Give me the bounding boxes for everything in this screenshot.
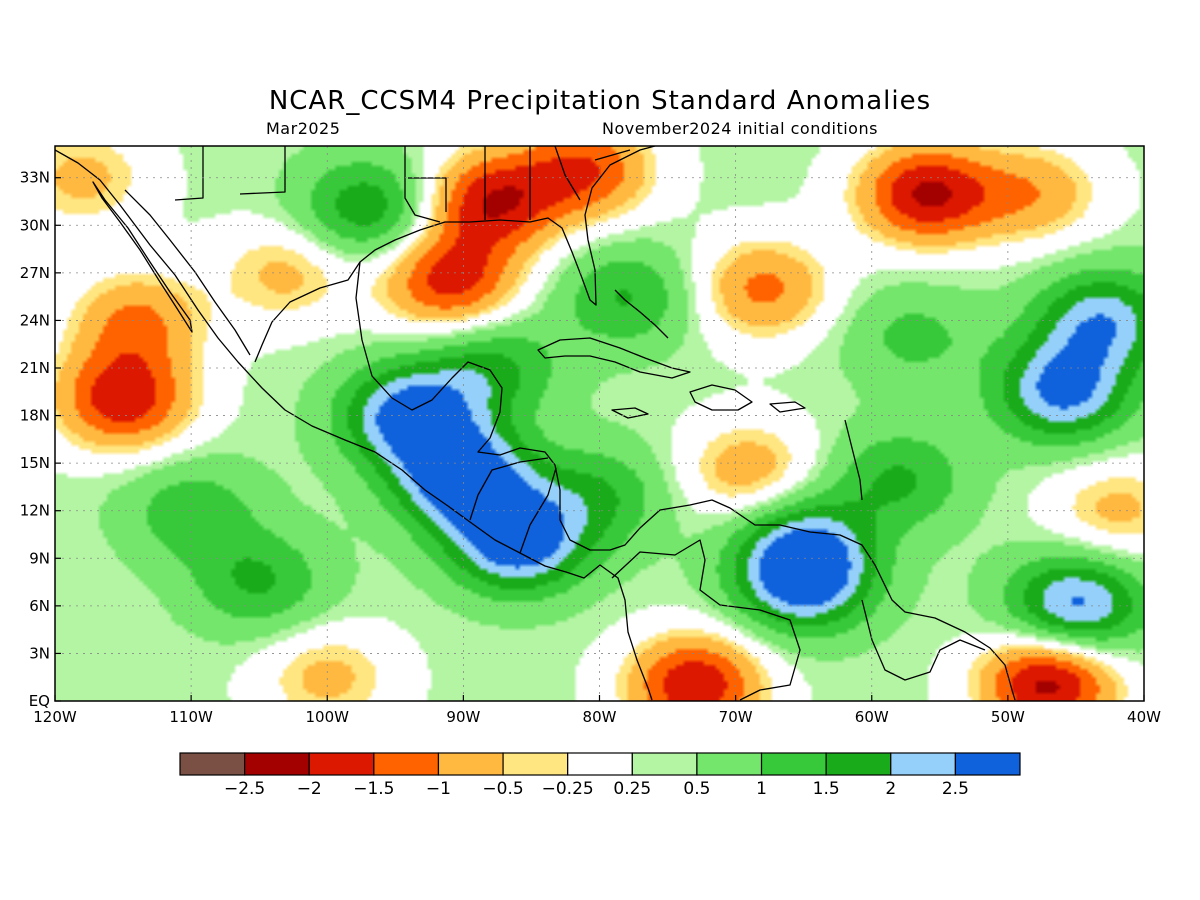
colorbar-label: −1.5	[353, 779, 394, 799]
graticule	[55, 146, 1144, 701]
colorbar-label: −1	[426, 779, 451, 799]
lon-tick-label: 90W	[446, 708, 480, 726]
colorbar-swatch	[825, 752, 892, 776]
colorbar-swatch	[179, 752, 246, 776]
colorbar-swatch	[437, 752, 504, 776]
lat-tick-label: 12N	[20, 502, 50, 520]
colorbar-swatch	[890, 752, 956, 776]
map-axes: 120W 110W 100W 90W 80W 70W 60W 50W 40W EQ 3N 6N 9N 12…	[20, 169, 1161, 726]
lon-tick-label: 80W	[583, 708, 617, 726]
colorbar-label: 1	[756, 779, 767, 799]
lat-tick-label: EQ	[29, 692, 50, 710]
colorbar-swatch	[760, 752, 827, 776]
colorbar-label: −2	[297, 779, 322, 799]
lat-tick-label: 18N	[20, 407, 50, 425]
colorbar-label: −0.5	[482, 779, 523, 799]
colorbar-label: 2.5	[942, 779, 969, 799]
colorbar-label: −0.25	[542, 779, 594, 799]
lon-tick-label: 110W	[169, 708, 213, 726]
colorbar-swatch	[954, 752, 1021, 776]
lat-tick-label: 33N	[20, 169, 50, 187]
colorbar-label: 0.5	[683, 779, 710, 799]
lon-tick-label: 40W	[1127, 708, 1161, 726]
colorbar-swatch	[631, 752, 698, 776]
colorbar-swatch	[502, 752, 569, 776]
colorbar-swatch	[696, 752, 763, 776]
lat-tick-label: 15N	[20, 454, 50, 472]
colorbar-label: 0.25	[613, 779, 651, 799]
lat-tick-label: 27N	[20, 264, 50, 282]
lat-tick-label: 6N	[29, 597, 50, 615]
lon-tick-label: 100W	[306, 708, 350, 726]
lat-tick-label: 3N	[29, 644, 50, 662]
lon-tick-label: 70W	[719, 708, 753, 726]
colorbar-label: −2.5	[224, 779, 265, 799]
lat-tick-label: 21N	[20, 359, 50, 377]
lon-tick-label: 60W	[855, 708, 889, 726]
lat-tick-label: 9N	[29, 549, 50, 567]
colorbar-swatch	[308, 752, 375, 776]
colorbar: −2.5 −2 −1.5 −1 −0.5 −0.25 0.25 0.5 1 1.5 2 2.5	[179, 752, 1021, 799]
lon-tick-label: 50W	[991, 708, 1025, 726]
lat-tick-label: 30N	[20, 216, 50, 234]
lat-tick-label: 24N	[20, 311, 50, 329]
precipitation-anomaly-field	[55, 146, 1144, 701]
colorbar-swatch	[373, 752, 440, 776]
colorbar-label: 1.5	[813, 779, 840, 799]
colorbar-swatch	[244, 752, 310, 776]
forecast-month: Mar2025	[266, 119, 341, 138]
map-title: NCAR_CCSM4 Precipitation Standard Anomal…	[268, 86, 932, 116]
initial-conditions: November2024 initial conditions	[602, 119, 878, 138]
lon-tick-label: 120W	[33, 708, 77, 726]
colorbar-swatch	[567, 752, 633, 776]
colorbar-label: 2	[885, 779, 896, 799]
